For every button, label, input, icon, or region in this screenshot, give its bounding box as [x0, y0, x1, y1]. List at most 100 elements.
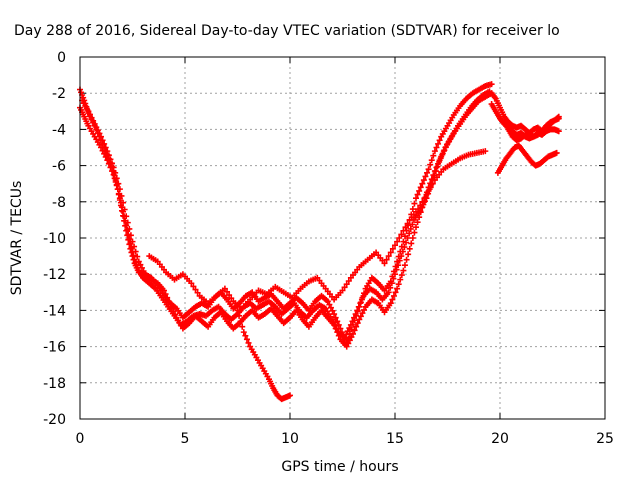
- data-point: [420, 177, 427, 184]
- y-tick-label: -6: [52, 159, 66, 175]
- data-point: [409, 235, 416, 241]
- data-point: [86, 111, 93, 118]
- data-point: [332, 325, 339, 332]
- data-point: [390, 268, 397, 275]
- data-point: [109, 160, 116, 167]
- axis-ticks: 0 5 10 15 20 25 0 -2 -4 -6 -8 -10 -12 -14 -16 -18 -20: [43, 50, 614, 447]
- data-point: [90, 117, 97, 124]
- data-point: [411, 200, 418, 207]
- data-point: [162, 291, 169, 298]
- data-point: [120, 199, 127, 206]
- data-point: [361, 290, 368, 297]
- data-point: [405, 251, 412, 258]
- data-point: [91, 120, 98, 127]
- data-point: [357, 313, 364, 320]
- data-point: [224, 288, 230, 295]
- data-point: [555, 128, 562, 135]
- data-point: [390, 292, 397, 299]
- data-point: [243, 336, 250, 343]
- data-point: [397, 276, 404, 283]
- data-point: [122, 222, 129, 229]
- data-point: [345, 340, 352, 347]
- data-point: [234, 307, 241, 314]
- data-point: [392, 289, 399, 296]
- data-point: [387, 278, 394, 285]
- data-point: [387, 300, 394, 307]
- data-point: [99, 137, 106, 144]
- data-point: [435, 140, 442, 147]
- data-point: [419, 180, 426, 187]
- data-point: [326, 301, 333, 308]
- data-point: [413, 224, 419, 231]
- data-point: [242, 332, 249, 339]
- x-tick-label: 20: [491, 431, 509, 447]
- y-tick-label: -20: [43, 412, 66, 428]
- data-point: [409, 221, 416, 228]
- data-point: [428, 157, 435, 164]
- data-point: [381, 260, 388, 267]
- data-point: [194, 289, 201, 296]
- data-point: [123, 227, 130, 234]
- data-point: [395, 253, 402, 260]
- data-points: [77, 81, 562, 403]
- data-point: [415, 206, 422, 213]
- x-tick-label: 5: [181, 431, 190, 447]
- data-point: [237, 318, 244, 325]
- x-tick-label: 25: [596, 431, 614, 447]
- series-5: [234, 307, 293, 403]
- data-point: [387, 249, 394, 256]
- data-point: [400, 267, 407, 274]
- data-point: [394, 238, 401, 245]
- data-point: [110, 164, 117, 171]
- data-point: [134, 253, 141, 260]
- data-point: [165, 298, 172, 305]
- data-point: [392, 263, 399, 270]
- series-8: [494, 142, 560, 176]
- data-point: [334, 329, 341, 336]
- data-point: [488, 81, 495, 88]
- data-point: [331, 311, 338, 318]
- data-point: [351, 317, 358, 324]
- data-point: [127, 245, 134, 252]
- data-point: [356, 316, 363, 323]
- data-point: [354, 320, 361, 327]
- data-point: [126, 235, 133, 242]
- data-point: [357, 299, 364, 306]
- data-point: [555, 115, 562, 122]
- data-point: [101, 140, 108, 147]
- data-point: [348, 326, 355, 333]
- data-point: [98, 133, 104, 140]
- data-point: [398, 243, 405, 250]
- data-point: [408, 240, 415, 247]
- data-point: [427, 184, 434, 191]
- y-tick-label: -12: [43, 267, 66, 283]
- data-point: [354, 308, 361, 315]
- x-axis-label: GPS time / hours: [281, 459, 398, 475]
- data-point: [400, 238, 407, 245]
- data-point: [353, 323, 360, 330]
- data-point: [389, 245, 396, 252]
- data-point: [400, 227, 407, 234]
- data-point: [425, 187, 432, 194]
- data-point: [124, 219, 131, 226]
- data-point: [131, 243, 138, 250]
- data-point: [118, 192, 125, 199]
- data-point: [361, 306, 368, 313]
- data-point: [116, 196, 123, 203]
- data-point: [137, 261, 144, 268]
- data-point: [414, 191, 421, 198]
- y-tick-label: -16: [43, 340, 66, 356]
- data-point: [416, 187, 423, 194]
- data-point: [240, 329, 247, 336]
- data-point: [430, 152, 437, 159]
- data-point: [394, 285, 401, 292]
- series-3: [79, 90, 495, 350]
- data-point: [329, 307, 336, 314]
- data-point: [105, 152, 112, 159]
- data-point: [389, 296, 396, 303]
- data-point: [94, 127, 101, 134]
- data-point: [113, 175, 120, 182]
- data-point: [482, 148, 489, 155]
- data-point: [93, 124, 100, 131]
